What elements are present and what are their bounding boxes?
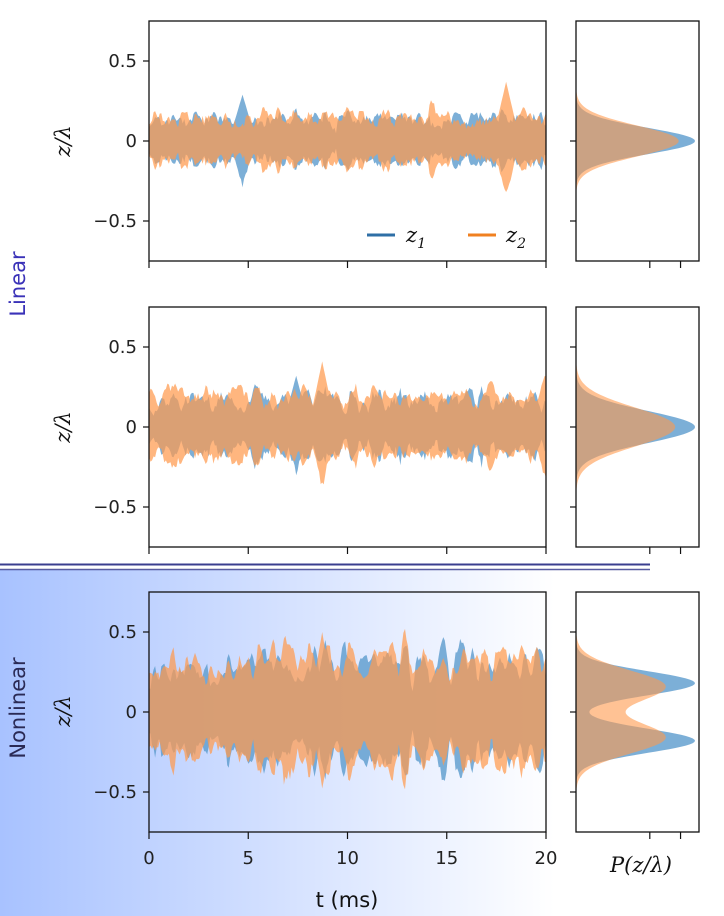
hist-z2-density [576, 21, 679, 261]
hist-z2-density [576, 307, 676, 547]
y-tick-label: −0.5 [93, 497, 137, 518]
nonlinear-time-panel: 0.5 0 −0.5 0 5 10 15 20 [93, 591, 558, 869]
legend-z2-label: z2 [505, 223, 526, 252]
hist-z2-density [576, 592, 666, 832]
y-tick-label: 0.5 [108, 622, 137, 643]
linear-bottom-hist-panel [570, 306, 700, 554]
legend: z1 z2 [367, 223, 526, 252]
y-tick-label: 0 [126, 131, 137, 152]
hist-x-axis-label: P(z/λ) [609, 853, 672, 877]
x-tick-label: 15 [435, 848, 458, 869]
y-tick-label: −0.5 [93, 782, 137, 803]
linear-top-time-panel: 0.5 0 −0.5 [93, 20, 547, 268]
series-z2-trace [149, 628, 546, 790]
x-tick-label: 5 [243, 848, 254, 869]
series-z2-trace [149, 361, 546, 485]
x-tick-label: 10 [336, 848, 359, 869]
nonlinear-hist-panel [570, 591, 700, 839]
x-tick-label: 20 [535, 848, 558, 869]
linear-bottom-time-panel: 0.5 0 −0.5 [93, 306, 547, 554]
legend-z1-label: z1 [405, 223, 426, 252]
linear-row-label: Linear [6, 251, 30, 317]
linear-top-hist-panel [570, 20, 700, 268]
y-tick-label: 0 [126, 417, 137, 438]
y-tick-label: 0.5 [108, 337, 137, 358]
y-axis-label: z/λ [51, 125, 75, 157]
regime-separator [0, 563, 650, 571]
x-tick-label: 0 [143, 848, 154, 869]
x-axis-label: t (ms) [316, 888, 379, 912]
series-z2-trace [149, 81, 546, 192]
y-tick-label: 0.5 [108, 51, 137, 72]
y-axis-label: z/λ [51, 695, 75, 727]
y-axis-label: z/λ [51, 411, 75, 443]
y-tick-label: 0 [126, 702, 137, 723]
nonlinear-row-label: Nonlinear [6, 657, 30, 759]
y-tick-label: −0.5 [93, 211, 137, 232]
